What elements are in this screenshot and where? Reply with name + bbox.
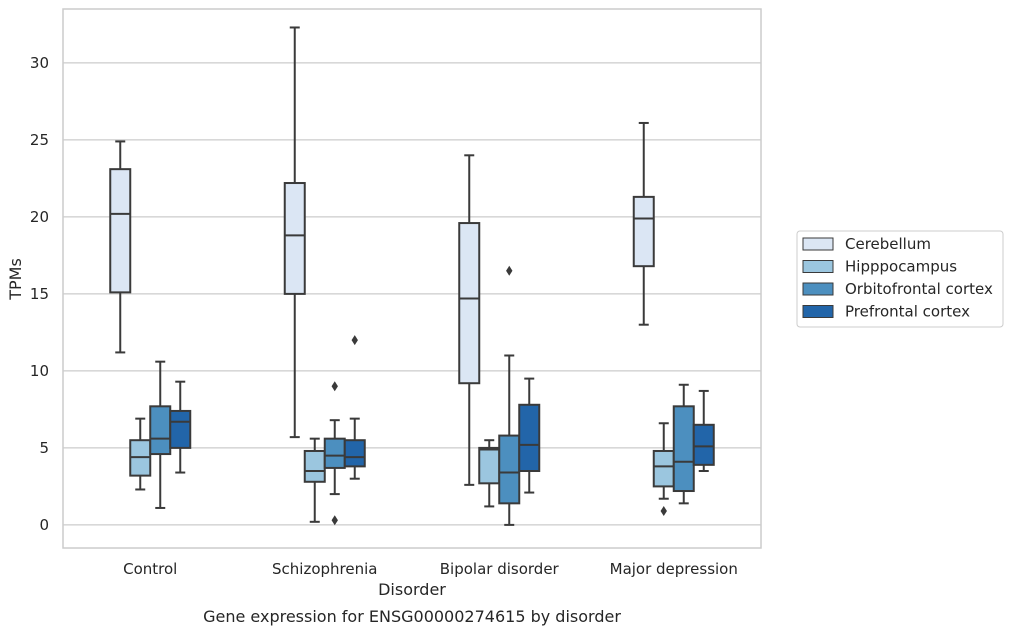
y-tick-label: 15: [30, 285, 49, 303]
box-iqr: [478, 446, 501, 485]
legend: Cerebellum Hipppocampus Orbitofrontal cort…: [796, 230, 1004, 328]
boxplot: [632, 121, 655, 326]
y-tick-label: 5: [39, 439, 49, 457]
chart-caption: Gene expression for ENSG00000274615 by d…: [203, 607, 621, 626]
x-tick-label: Bipolar disorder: [440, 560, 560, 578]
y-tick-label: 20: [30, 208, 49, 226]
y-axis-label: TPMs: [6, 258, 25, 301]
box-iqr: [283, 182, 306, 295]
boxplot: [518, 377, 541, 494]
legend-label: Prefrontal cortex: [845, 303, 970, 321]
outlier-point: [660, 506, 667, 517]
outlier-point: [331, 381, 338, 392]
boxplot: [149, 360, 172, 509]
box-iqr: [518, 403, 541, 472]
box-iqr: [169, 409, 192, 449]
boxplot: [458, 154, 481, 486]
boxplot: [303, 437, 326, 523]
legend-swatch: [802, 260, 834, 273]
box-iqr: [692, 423, 715, 466]
box-iqr: [343, 439, 366, 468]
y-tick-label: 0: [39, 516, 49, 534]
box-iqr: [303, 449, 326, 483]
box-iqr: [652, 449, 675, 488]
boxplot: [652, 422, 675, 517]
boxplot: [343, 335, 366, 480]
x-axis-label: Disorder: [378, 580, 446, 599]
box-iqr: [458, 222, 481, 385]
x-tick-label: Control: [123, 560, 177, 578]
legend-label: Orbitofrontal cortex: [845, 280, 993, 298]
legend-swatch: [802, 237, 834, 251]
boxplot: [672, 383, 695, 505]
boxplot: [169, 380, 192, 474]
outlier-point: [351, 335, 358, 346]
legend-label: Hipppocampus: [845, 258, 957, 276]
y-tick-label: 25: [30, 131, 49, 149]
outlier-point: [506, 265, 513, 276]
boxplot: [283, 26, 306, 439]
box-iqr: [632, 195, 655, 268]
boxplot: [692, 389, 715, 472]
y-tick-label: 10: [30, 362, 49, 380]
legend-swatch: [802, 305, 834, 318]
plot-frame: [62, 8, 762, 549]
boxplot: [323, 381, 346, 526]
box-iqr: [323, 437, 346, 469]
box-iqr: [149, 405, 172, 456]
x-tick-labels: Control Schizophrenia Bipolar disorder Majo…: [123, 560, 738, 578]
legend-swatch: [802, 282, 834, 296]
outlier-point: [331, 515, 338, 526]
boxplot: [109, 140, 132, 354]
boxplot: [478, 439, 501, 508]
boxplot: [498, 265, 521, 526]
box-iqr: [672, 405, 695, 493]
box-iqr: [498, 434, 521, 505]
box-iqr: [109, 168, 132, 294]
legend-label: Cerebellum: [845, 235, 931, 253]
y-tick-labels: 0 5 10 15 20 25 30: [30, 54, 49, 534]
x-tick-label: Major depression: [610, 560, 738, 578]
boxplot: [129, 417, 152, 491]
legend-frame: [796, 230, 1004, 328]
x-tick-label: Schizophrenia: [272, 560, 377, 578]
boxplots: [109, 26, 715, 526]
y-tick-label: 30: [30, 54, 49, 72]
